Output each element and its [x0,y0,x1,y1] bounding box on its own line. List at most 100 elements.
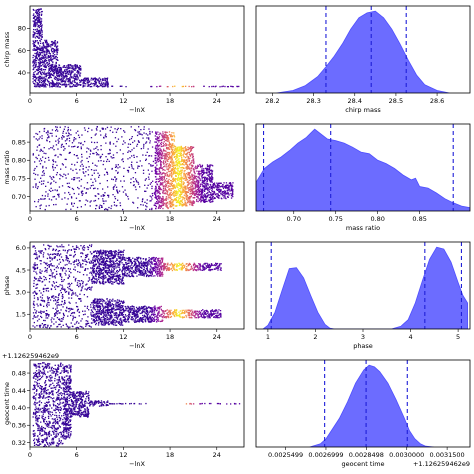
sample-point [37,297,39,299]
sample-point [207,184,209,186]
sample-point [83,78,86,80]
sample-point [54,45,56,47]
sample-point [59,178,61,180]
sample-point [155,168,157,170]
sample-point [118,190,121,192]
sample-point [197,164,199,166]
sample-point [165,163,167,166]
sample-point [90,267,92,269]
sample-point [189,176,191,179]
sample-point [64,192,66,194]
sample-point [154,147,157,149]
sample-point [71,178,73,180]
sample-point [176,193,178,195]
sample-point [107,83,109,85]
sample-point [74,177,76,179]
sample-point [170,151,173,153]
sample-point [99,130,101,132]
sample-point [163,178,165,180]
sample-point [222,186,224,188]
sample-point [200,197,202,199]
sample-point [52,83,54,86]
sample-point [43,310,45,313]
sample-point [203,85,205,87]
sample-point [62,175,64,178]
sample-point [51,85,53,87]
sample-point [76,177,78,179]
sample-point [168,143,171,145]
sample-point [66,203,68,205]
sample-point [56,78,58,80]
sample-point [201,175,203,177]
sample-point [164,154,166,156]
sample-point [127,198,130,200]
sample-point [79,81,81,83]
sample-point [149,195,151,197]
sample-point [206,164,209,166]
sample-point [69,129,72,131]
sample-point [191,173,193,175]
sample-point [65,72,67,74]
sample-point [64,288,66,290]
sample-point [56,164,58,167]
sample-point [145,190,147,192]
sample-point [62,75,64,77]
sample-point [190,178,192,180]
sample-point [86,85,89,87]
sample-point [86,151,88,153]
sample-point [167,194,169,196]
sample-point [95,81,98,83]
sample-point [155,173,157,175]
sample-point [43,174,45,176]
sample-point [198,190,200,193]
sample-point [170,134,172,136]
sample-point [185,204,188,206]
sample-point [82,314,85,316]
sample-point [104,192,106,194]
sample-point [115,170,117,172]
sample-point [69,81,71,83]
sample-point [182,182,184,185]
sample-point [101,85,104,88]
sample-point [35,55,38,57]
sample-point [201,179,203,181]
sample-point [39,260,41,262]
sample-point [132,168,135,170]
sample-point [200,173,202,175]
sample-point [154,191,156,193]
sample-point [102,299,104,301]
sample-point [51,296,53,299]
sample-point [103,300,106,302]
sample-point [59,275,62,277]
sample-point [102,311,104,313]
sample-point [162,201,164,203]
sample-point [171,180,173,182]
sample-point [59,74,61,76]
sample-point [129,143,132,145]
sample-point [57,286,59,288]
sample-point [49,264,51,266]
sample-point [116,152,118,154]
sample-point [34,49,36,51]
sample-point [165,198,167,200]
sample-point [211,198,213,200]
sample-point [65,79,67,81]
sample-point [86,246,89,248]
sample-point [71,187,74,190]
sample-point [163,176,165,178]
sample-point [48,265,50,267]
sample-point [184,176,187,178]
sample-point [212,184,214,186]
sample-point [208,171,211,173]
sample-point [200,170,203,172]
sample-point [208,174,210,176]
sample-point [166,137,168,139]
sample-point [46,45,48,48]
sample-point [48,70,50,72]
sample-point [170,184,172,186]
sample-point [91,310,93,313]
sample-point [33,268,36,270]
sample-point [82,260,84,262]
sample-point [73,138,75,141]
sample-point [73,293,75,295]
